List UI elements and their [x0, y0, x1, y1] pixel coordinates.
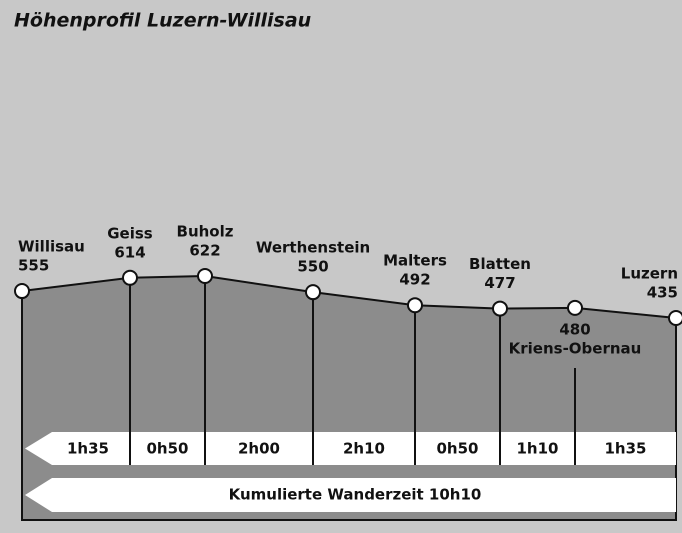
elevation-label: 622	[189, 242, 220, 260]
station-label: Luzern	[621, 265, 678, 283]
station-point	[197, 268, 213, 284]
segment-time: 0h50	[437, 440, 479, 458]
segment-time: 0h50	[147, 440, 189, 458]
elevation-label: 477	[484, 274, 515, 292]
total-time: Kumulierte Wanderzeit 10h10	[229, 486, 482, 504]
segment-time: 2h00	[238, 440, 280, 458]
segment-time: 2h10	[343, 440, 385, 458]
elevation-label: 480	[559, 320, 590, 338]
station-label: Willisau	[18, 238, 85, 256]
elevation-label: 614	[114, 243, 145, 261]
station-point	[668, 310, 682, 326]
frame	[21, 291, 677, 521]
station-label: Kriens-Obernau	[509, 339, 642, 357]
station-label: Buholz	[177, 223, 234, 241]
station-point	[407, 297, 423, 314]
station-label: Werthenstein	[256, 239, 370, 257]
elevation-label: 550	[297, 258, 328, 276]
elevation-label: 555	[18, 257, 49, 275]
segment-arrow	[25, 432, 676, 465]
station-label: Geiss	[107, 224, 153, 242]
chart-title: Höhenprofil Luzern-Willisau	[14, 10, 311, 32]
segment-time: 1h35	[67, 440, 109, 458]
profile-line	[21, 274, 677, 319]
station-point	[567, 299, 583, 316]
segment-time: 1h10	[517, 440, 559, 458]
station-point	[492, 300, 508, 317]
station-label: Blatten	[469, 255, 531, 273]
station-point	[122, 269, 138, 286]
elevation-label: 492	[399, 271, 430, 289]
total-arrow	[25, 478, 676, 512]
segment-time: 1h35	[605, 440, 647, 458]
station-point	[14, 283, 30, 300]
station-point	[305, 284, 321, 301]
elevation-label: 435	[647, 284, 678, 302]
station-label: Malters	[383, 252, 447, 270]
